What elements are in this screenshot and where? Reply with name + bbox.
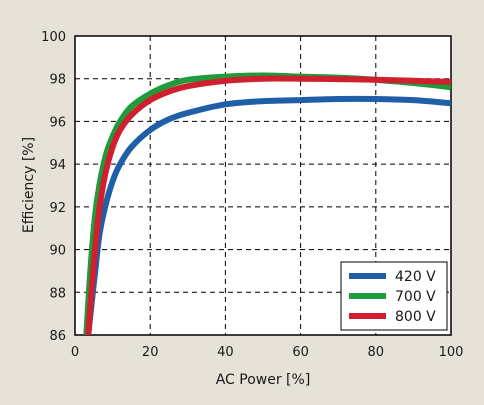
x-tick-label: 100: [439, 345, 464, 360]
y-tick-label: 90: [49, 244, 66, 259]
legend-label: 420 V: [395, 269, 436, 285]
x-axis-label: AC Power [%]: [216, 372, 311, 388]
x-tick-label: 80: [368, 345, 385, 360]
y-tick-label: 92: [49, 201, 66, 216]
x-tick-label: 0: [71, 345, 79, 360]
legend-label: 800 V: [395, 309, 436, 325]
y-tick-label: 94: [49, 158, 66, 173]
legend: 420 V 700 V 800 V: [340, 261, 448, 331]
tick-labels: 0 20 40 60 80 100 86 88 90 92 94 96 98 100: [41, 30, 463, 360]
series-lines: [83, 72, 451, 335]
x-tick-label: 40: [217, 345, 234, 360]
y-tick-label: 96: [49, 115, 66, 130]
y-tick-label: 88: [49, 286, 66, 301]
legend-label: 700 V: [395, 289, 436, 305]
x-tick-label: 20: [142, 345, 159, 360]
y-axis-label: Efficiency [%]: [21, 137, 37, 233]
y-tick-label: 100: [41, 30, 66, 45]
series-line-800v: [85, 75, 451, 335]
y-tick-label: 98: [49, 73, 66, 88]
x-tick-label: 60: [292, 345, 309, 360]
grid-lines: [75, 36, 451, 335]
y-tick-label: 86: [49, 329, 66, 344]
